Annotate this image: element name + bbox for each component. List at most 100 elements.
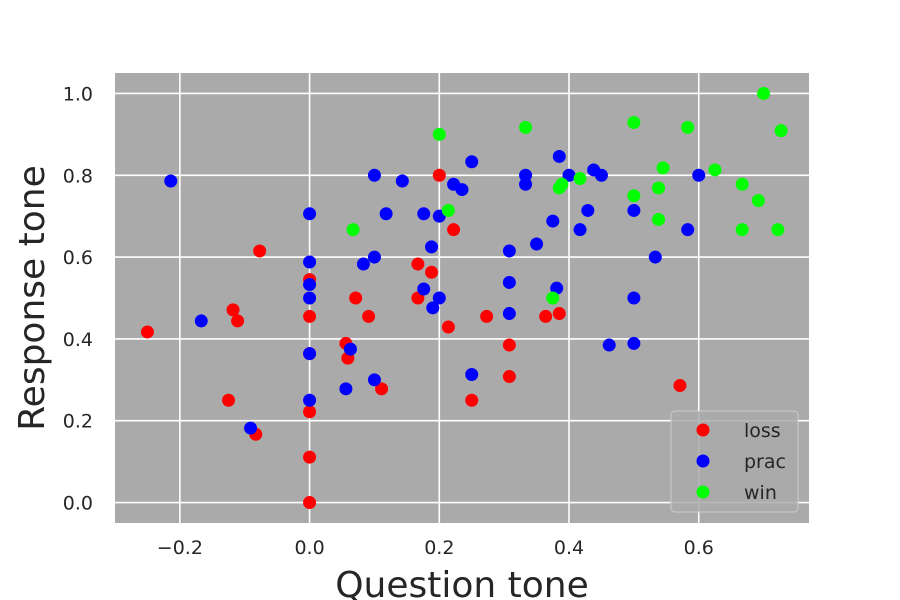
win-point bbox=[652, 181, 666, 195]
data-points bbox=[140, 86, 788, 510]
prac-point bbox=[692, 168, 706, 182]
prac-point bbox=[244, 421, 258, 435]
legend: loss prac win bbox=[670, 410, 799, 513]
prac-point bbox=[356, 257, 370, 271]
loss-point bbox=[502, 370, 516, 384]
prac-point bbox=[303, 255, 317, 269]
win-point bbox=[708, 163, 722, 177]
loss-point bbox=[552, 307, 566, 321]
prac-point bbox=[417, 282, 431, 296]
prac-point bbox=[627, 336, 641, 350]
loss-point bbox=[303, 309, 317, 323]
win-point bbox=[735, 223, 749, 237]
prac-point bbox=[519, 177, 533, 191]
loss-point bbox=[465, 393, 479, 407]
win-point bbox=[751, 194, 765, 208]
y-tick-label: 0.4 bbox=[63, 329, 93, 351]
prac-point bbox=[379, 207, 393, 221]
prac-point bbox=[502, 307, 516, 321]
prac-point bbox=[432, 291, 446, 305]
loss-point bbox=[303, 450, 317, 464]
prac-point bbox=[546, 214, 560, 228]
win-point bbox=[346, 223, 360, 237]
win-point bbox=[555, 177, 569, 191]
prac-point bbox=[581, 203, 595, 217]
loss-point bbox=[411, 257, 425, 271]
win-point bbox=[627, 189, 641, 203]
prac-point bbox=[303, 393, 317, 407]
loss-point bbox=[480, 309, 494, 323]
y-axis-label: Response tone bbox=[12, 165, 53, 430]
win-point bbox=[735, 177, 749, 191]
loss-point bbox=[303, 405, 317, 419]
prac-point bbox=[343, 342, 357, 356]
prac-point bbox=[465, 368, 479, 381]
prac-point bbox=[417, 207, 431, 221]
prac-point bbox=[367, 168, 381, 182]
prac-point bbox=[367, 250, 381, 264]
prac-point bbox=[455, 183, 469, 197]
legend-label-win: win bbox=[744, 482, 777, 504]
loss-point bbox=[441, 320, 455, 334]
prac-point bbox=[303, 278, 317, 291]
legend-marker-prac bbox=[696, 454, 710, 468]
prac-point bbox=[426, 301, 440, 315]
prac-point bbox=[164, 174, 178, 188]
legend-marker-loss bbox=[696, 423, 710, 437]
win-point bbox=[441, 203, 455, 217]
prac-point bbox=[303, 207, 317, 221]
loss-point bbox=[447, 223, 461, 237]
loss-point bbox=[362, 309, 376, 323]
x-tick-label: −0.2 bbox=[157, 537, 203, 559]
prac-point bbox=[502, 244, 516, 258]
y-tick-label: 0.2 bbox=[63, 411, 93, 433]
x-tick-label: 0.6 bbox=[684, 537, 714, 559]
win-point bbox=[546, 291, 560, 305]
win-point bbox=[573, 172, 587, 186]
y-tick-label: 0.6 bbox=[63, 247, 93, 269]
loss-point bbox=[539, 309, 553, 323]
win-point bbox=[681, 120, 695, 134]
prac-point bbox=[465, 155, 479, 169]
x-tick-label: 0.4 bbox=[554, 537, 584, 559]
legend-marker-win bbox=[696, 485, 710, 499]
prac-point bbox=[530, 237, 544, 251]
loss-point bbox=[303, 496, 317, 510]
loss-point bbox=[425, 265, 439, 279]
x-tick-label: 0.2 bbox=[424, 537, 454, 559]
prac-point bbox=[519, 168, 533, 182]
loss-point bbox=[349, 291, 363, 305]
prac-point bbox=[562, 168, 576, 182]
loss-point bbox=[222, 393, 236, 407]
loss-point bbox=[502, 338, 516, 352]
win-point bbox=[771, 223, 785, 237]
win-point bbox=[652, 212, 666, 226]
prac-point bbox=[648, 250, 662, 264]
prac-point bbox=[303, 291, 317, 305]
x-axis-label: Question tone bbox=[335, 565, 589, 600]
x-tick-label: 0.0 bbox=[294, 537, 324, 559]
prac-point bbox=[681, 223, 695, 237]
prac-point bbox=[303, 347, 317, 361]
prac-point bbox=[594, 168, 608, 182]
prac-point bbox=[502, 275, 516, 289]
tick-labels: −0.2 0.0 0.2 0.4 0.6 0.0 0.2 0.4 0.6 0.8 1.0 bbox=[63, 83, 714, 559]
loss-point bbox=[253, 244, 267, 258]
win-point bbox=[432, 127, 446, 141]
loss-point bbox=[432, 168, 446, 182]
loss-point bbox=[140, 325, 154, 339]
loss-point bbox=[375, 382, 389, 396]
prac-point bbox=[395, 174, 409, 188]
legend-label-prac: prac bbox=[744, 451, 786, 473]
loss-point bbox=[231, 314, 245, 328]
prac-point bbox=[425, 240, 439, 254]
win-point bbox=[757, 86, 771, 100]
prac-point bbox=[627, 203, 641, 217]
win-point bbox=[519, 120, 533, 134]
prac-point bbox=[339, 382, 353, 396]
prac-point bbox=[550, 281, 564, 295]
prac-point bbox=[573, 223, 587, 237]
prac-point bbox=[627, 291, 641, 305]
win-point bbox=[656, 161, 670, 175]
